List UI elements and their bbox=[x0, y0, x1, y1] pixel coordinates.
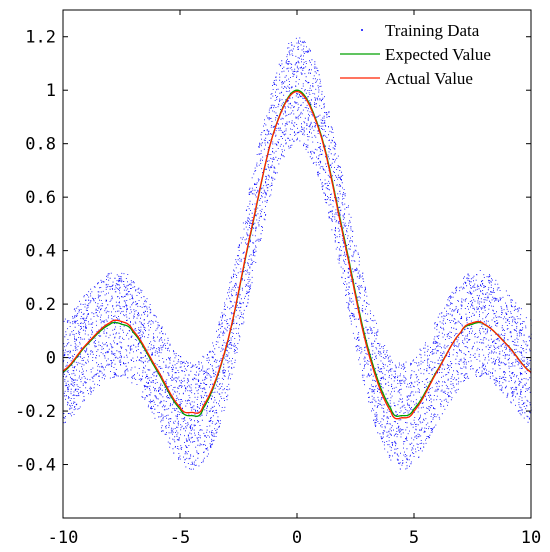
y-tick-label: 0 bbox=[46, 349, 56, 369]
legend-label-actual-value: Actual Value bbox=[385, 69, 473, 88]
y-tick-label: 0.2 bbox=[25, 295, 56, 315]
x-tick-label: -10 bbox=[48, 528, 79, 548]
legend-label-expected-value: Expected Value bbox=[385, 45, 491, 64]
legend-entry-training-data: Training Data bbox=[361, 21, 480, 40]
y-tick-label: 1 bbox=[46, 81, 56, 101]
training-data-scatter bbox=[63, 37, 532, 470]
y-tick-label: 1.2 bbox=[25, 28, 56, 48]
axis-ticks: -10 -5 0 5 10 -0.4 -0.2 0 0.2 0.4 0.6 0.8 1 1.2 bbox=[15, 10, 541, 548]
y-tick-label: -0.4 bbox=[15, 456, 56, 476]
legend-entry-expected-value: Expected Value bbox=[340, 45, 491, 64]
x-tick-label: 5 bbox=[409, 528, 419, 548]
y-tick-label: 0.8 bbox=[25, 135, 56, 155]
x-tick-label: -5 bbox=[170, 528, 190, 548]
legend-label-training-data: Training Data bbox=[385, 21, 480, 40]
legend: Training Data Expected Value Actual Valu… bbox=[340, 21, 491, 88]
y-tick-label: 0.4 bbox=[25, 242, 56, 262]
legend-marker-training-data bbox=[361, 29, 363, 31]
y-tick-label: 0.6 bbox=[25, 188, 56, 208]
x-tick-label: 0 bbox=[292, 528, 302, 548]
y-tick-label: -0.2 bbox=[15, 402, 56, 422]
training-data-points bbox=[63, 37, 532, 470]
lines-layer bbox=[62, 89, 532, 420]
legend-entry-actual-value: Actual Value bbox=[340, 69, 473, 88]
x-tick-label: 10 bbox=[521, 528, 541, 548]
actual-value-line bbox=[62, 90, 532, 420]
